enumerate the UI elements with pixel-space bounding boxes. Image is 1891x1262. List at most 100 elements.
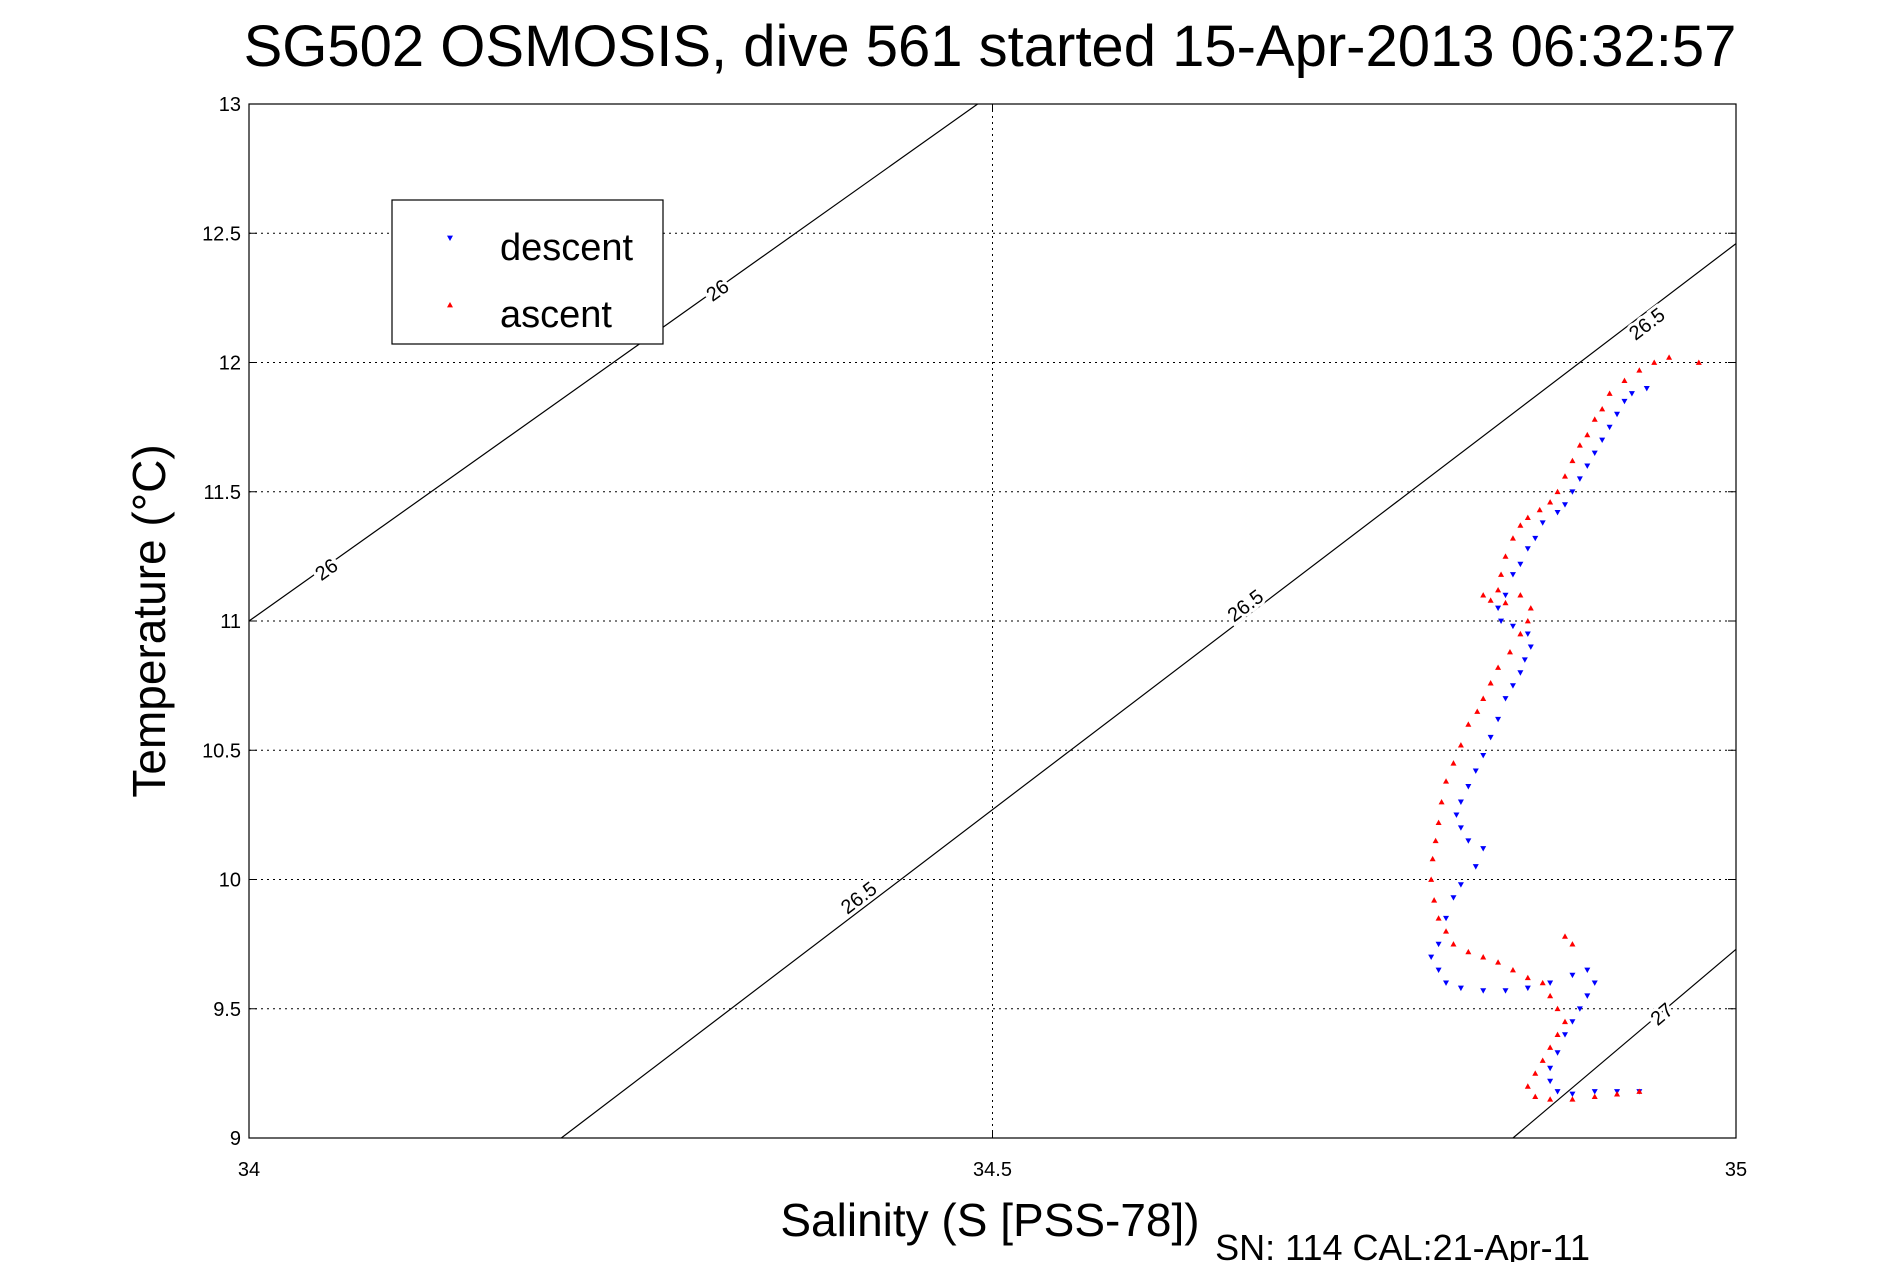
descent-point [1502, 696, 1509, 702]
ascent-point [1636, 367, 1643, 373]
y-tick-label: 10.5 [202, 740, 241, 762]
ascent-point [1576, 442, 1583, 448]
axis-ticks: 34 34.5 35 9 9.5 10 10.5 11 11.5 12 12.5 13 [202, 94, 1747, 1181]
ascent-point [1495, 664, 1502, 670]
y-tick-label: 12.5 [202, 223, 241, 245]
descent-point [1487, 734, 1494, 741]
ascent-point [1569, 1096, 1576, 1102]
ascent-point [1443, 778, 1450, 784]
ascent-point [1547, 992, 1554, 999]
descent-point [1495, 605, 1502, 612]
descent-point [1517, 561, 1524, 568]
descent-point [1428, 954, 1435, 961]
calibration-footer: SN: 114 CAL:21-Apr-11 [1215, 1227, 1590, 1262]
descent-point [1591, 980, 1598, 986]
y-tick-label: 13 [219, 94, 241, 116]
ascent-point [1480, 695, 1487, 701]
ascent-point [1502, 599, 1509, 606]
ascent-point [1509, 966, 1516, 973]
legend: descent ascent [391, 199, 664, 345]
ascent-point [1450, 941, 1457, 947]
ascent-point [1527, 605, 1534, 611]
density-contour-line [1512, 948, 1737, 1139]
ascent-point [1569, 941, 1576, 947]
ascent-point [1539, 979, 1546, 986]
descent-point [1532, 535, 1539, 542]
ascent-point [1561, 473, 1568, 479]
ascent-point [1487, 597, 1494, 603]
descent-point [1502, 592, 1509, 599]
descent-point [1584, 993, 1591, 999]
descent-point [1495, 716, 1502, 723]
y-tick-label: 9.5 [213, 999, 241, 1021]
ascent-point [1435, 915, 1442, 921]
ascent-point [1480, 954, 1487, 960]
ascent-point [1509, 535, 1516, 541]
ascent-point [1591, 1093, 1598, 1100]
ascent-point [1435, 819, 1442, 826]
ascent-point [1429, 855, 1436, 862]
ascent-point [1495, 586, 1502, 593]
legend-ascent-label: ascent [500, 294, 612, 336]
descent-point [1509, 623, 1516, 630]
legend-ascent-marker [447, 302, 453, 308]
descent-point [1524, 546, 1531, 552]
legend-descent-label: descent [500, 227, 634, 269]
density-contour-line [248, 103, 978, 622]
ascent-point [1517, 592, 1524, 598]
ascent-point [1695, 359, 1702, 365]
ascent-point [1554, 1031, 1561, 1037]
descent-point [1539, 520, 1546, 526]
descent-point [1435, 941, 1442, 948]
ascent-point [1547, 499, 1554, 505]
descent-point [1576, 476, 1583, 482]
descent-point [1527, 644, 1534, 650]
descent-point [1457, 799, 1464, 805]
descent-point [1480, 753, 1487, 759]
ascent-point [1480, 592, 1487, 598]
descent-point [1554, 1050, 1561, 1056]
ascent-point [1524, 974, 1531, 981]
ascent-point [1495, 959, 1502, 965]
descent-point [1599, 437, 1606, 444]
ascent-point [1561, 933, 1568, 939]
ascent-point [1450, 760, 1457, 766]
legend-box [391, 199, 664, 345]
ascent-point [1457, 742, 1464, 748]
ascent-point [1621, 377, 1628, 383]
ascent-point [1569, 457, 1576, 464]
ascent-point [1498, 571, 1505, 577]
descent-point [1569, 489, 1576, 495]
descent-point [1509, 683, 1516, 689]
density-contour-line [560, 243, 1737, 1139]
ascent-point [1584, 431, 1591, 438]
ascent-point [1636, 1088, 1643, 1094]
y-tick-label: 10 [219, 870, 241, 892]
ascent-point [1438, 798, 1445, 805]
ascent-point [1591, 416, 1598, 422]
ascent-point [1474, 708, 1481, 714]
y-tick-label: 11 [220, 611, 241, 633]
descent-point [1547, 980, 1554, 986]
ascent-point [1428, 876, 1435, 882]
y-tick-label: 9 [230, 1128, 241, 1150]
descent-point [1628, 391, 1635, 397]
descent-point [1547, 1078, 1554, 1085]
x-tick-label: 35 [1725, 1159, 1747, 1181]
descent-point [1621, 398, 1628, 405]
ascent-point [1517, 522, 1524, 528]
ascent-point [1614, 1091, 1621, 1097]
ascent-point [1539, 1057, 1546, 1063]
descent-point [1435, 967, 1442, 973]
descent-point [1443, 915, 1450, 922]
descent-point [1509, 572, 1516, 578]
descent-point [1450, 895, 1457, 901]
ascent-point [1524, 618, 1531, 624]
descent-point [1457, 985, 1464, 992]
descent-point [1561, 502, 1568, 508]
ascent-point [1666, 354, 1673, 360]
ascent-point [1651, 359, 1658, 365]
ascent-point [1465, 721, 1472, 727]
ascent-point [1599, 406, 1606, 412]
